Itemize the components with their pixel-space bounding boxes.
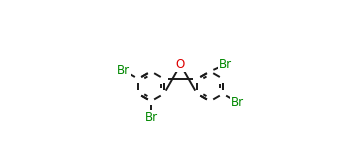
Text: Br: Br [231, 96, 244, 109]
Text: Br: Br [144, 111, 157, 124]
Text: Br: Br [117, 64, 130, 77]
Text: Br: Br [219, 58, 232, 71]
Text: O: O [176, 58, 185, 71]
